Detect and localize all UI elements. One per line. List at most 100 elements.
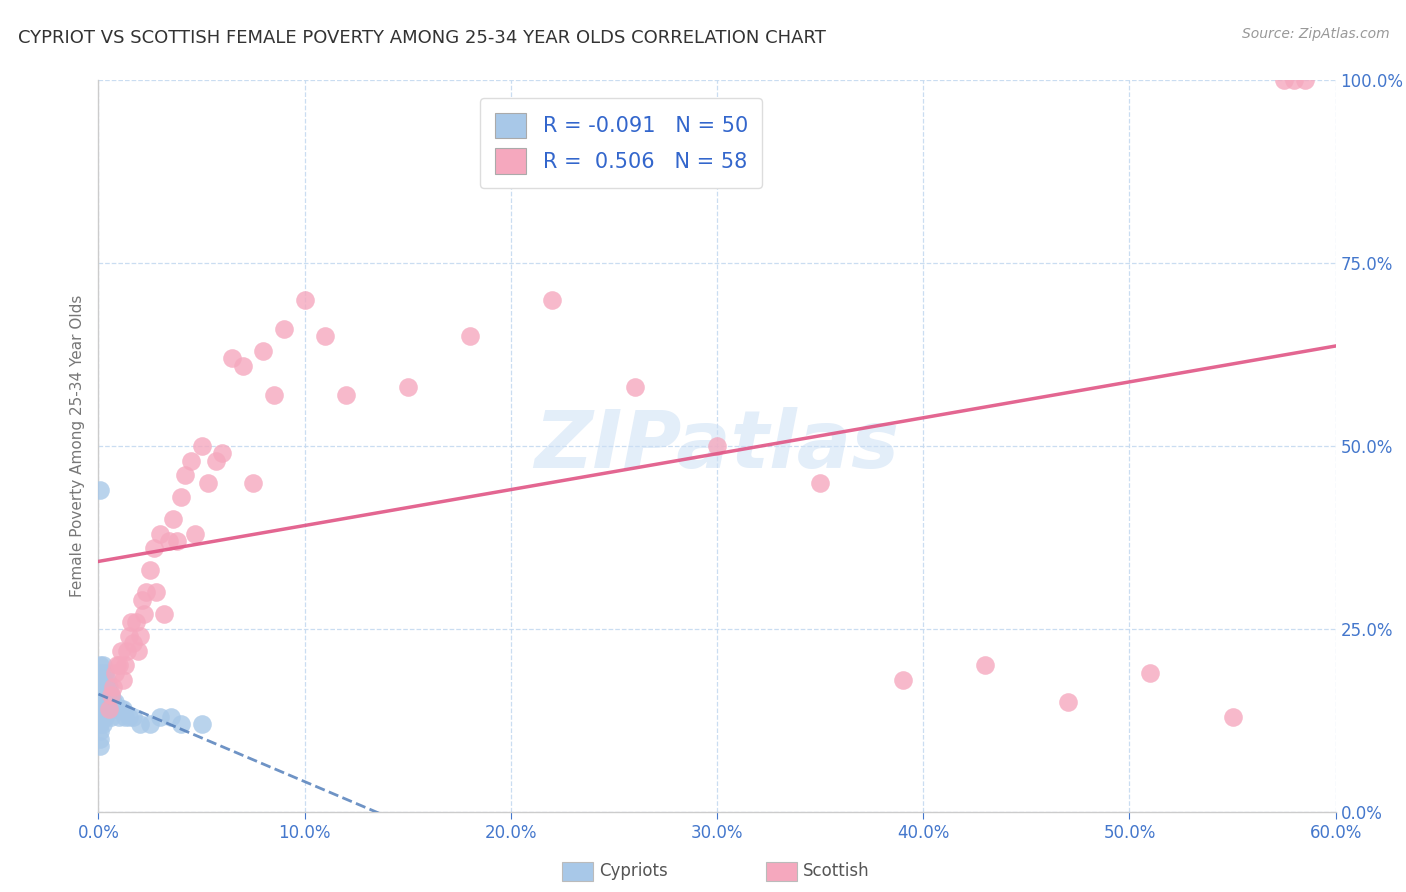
Point xyxy=(108,709,131,723)
Point xyxy=(1139,665,1161,680)
Point xyxy=(891,673,914,687)
Point xyxy=(93,681,115,695)
Point xyxy=(124,615,146,629)
Point xyxy=(294,293,316,307)
Point xyxy=(91,688,114,702)
Point xyxy=(458,329,481,343)
Point xyxy=(157,534,180,549)
Point xyxy=(91,717,114,731)
Point xyxy=(211,446,233,460)
Point xyxy=(221,351,243,366)
Point xyxy=(105,658,128,673)
Point xyxy=(104,695,127,709)
Point xyxy=(89,702,111,716)
Point xyxy=(242,475,264,490)
Point xyxy=(114,658,136,673)
Point xyxy=(96,695,118,709)
Point xyxy=(252,343,274,358)
Text: CYPRIOT VS SCOTTISH FEMALE POVERTY AMONG 25-34 YEAR OLDS CORRELATION CHART: CYPRIOT VS SCOTTISH FEMALE POVERTY AMONG… xyxy=(18,29,827,46)
Point xyxy=(314,329,336,343)
Point xyxy=(89,658,111,673)
Point xyxy=(170,490,193,504)
Point xyxy=(91,702,114,716)
Point xyxy=(128,717,150,731)
Point xyxy=(89,681,111,695)
Point xyxy=(89,717,111,731)
Point xyxy=(100,688,122,702)
Point xyxy=(96,673,118,687)
Point xyxy=(122,636,145,650)
Point xyxy=(159,709,181,723)
Point xyxy=(623,380,645,394)
Point xyxy=(143,541,166,556)
Point xyxy=(89,688,111,702)
Point xyxy=(128,629,150,643)
Point xyxy=(145,585,167,599)
Point xyxy=(541,293,564,307)
Point xyxy=(974,658,997,673)
Point xyxy=(139,563,162,577)
Point xyxy=(89,739,111,753)
Point xyxy=(180,453,202,467)
Legend: R = -0.091   N = 50, R =  0.506   N = 58: R = -0.091 N = 50, R = 0.506 N = 58 xyxy=(479,98,762,188)
Point xyxy=(89,673,111,687)
Point xyxy=(104,665,127,680)
Point xyxy=(93,665,115,680)
Point xyxy=(93,709,115,723)
Point xyxy=(197,475,219,490)
Text: Cypriots: Cypriots xyxy=(599,863,668,880)
Point xyxy=(96,681,118,695)
Point xyxy=(1222,709,1244,723)
Point xyxy=(118,709,141,723)
Text: Scottish: Scottish xyxy=(803,863,869,880)
Text: ZIPatlas: ZIPatlas xyxy=(534,407,900,485)
Y-axis label: Female Poverty Among 25-34 Year Olds: Female Poverty Among 25-34 Year Olds xyxy=(69,295,84,597)
Point xyxy=(89,665,111,680)
Point xyxy=(105,702,128,716)
Point xyxy=(149,526,172,541)
Point xyxy=(263,388,285,402)
Point xyxy=(89,724,111,739)
Point xyxy=(91,709,114,723)
Point xyxy=(101,681,124,695)
Point xyxy=(96,702,118,716)
Point xyxy=(100,709,122,723)
Point xyxy=(101,702,124,716)
Point xyxy=(190,439,212,453)
Point xyxy=(808,475,831,490)
Point xyxy=(205,453,228,467)
Point xyxy=(184,526,207,541)
Point xyxy=(1272,73,1295,87)
Point xyxy=(97,702,120,716)
Point xyxy=(132,607,155,622)
Point xyxy=(153,607,176,622)
Point xyxy=(112,673,135,687)
Point xyxy=(1294,73,1316,87)
Point xyxy=(114,709,136,723)
Point xyxy=(118,629,141,643)
Point xyxy=(131,592,153,607)
Point xyxy=(120,615,142,629)
Point xyxy=(104,702,127,716)
Point xyxy=(110,702,132,716)
Point xyxy=(232,359,254,373)
Point xyxy=(1284,73,1306,87)
Point xyxy=(97,681,120,695)
Point xyxy=(190,717,212,731)
Point xyxy=(1056,695,1078,709)
Point xyxy=(89,709,111,723)
Point xyxy=(91,658,114,673)
Point xyxy=(100,688,122,702)
Point xyxy=(97,688,120,702)
Point xyxy=(108,658,131,673)
Point xyxy=(149,709,172,723)
Point xyxy=(93,695,115,709)
Point xyxy=(101,695,124,709)
Point xyxy=(396,380,419,394)
Point xyxy=(91,673,114,687)
Point xyxy=(139,717,162,731)
Point xyxy=(335,388,357,402)
Point xyxy=(273,322,295,336)
Point xyxy=(110,644,132,658)
Point xyxy=(162,512,184,526)
